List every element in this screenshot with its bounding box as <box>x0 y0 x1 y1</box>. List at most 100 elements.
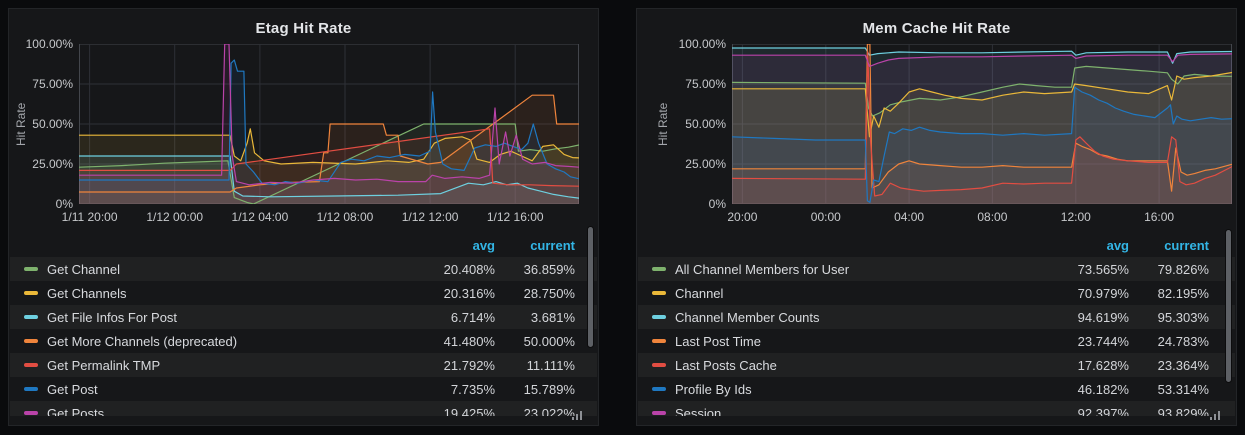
series-avg-value: 23.744% <box>1077 333 1129 349</box>
legend-sort-current[interactable]: current <box>530 237 575 253</box>
series-label: Get More Channels (deprecated) <box>47 333 238 349</box>
series-label: Get File Infos For Post <box>47 309 178 325</box>
x-axis-tick: 1/12 00:00 <box>146 210 204 224</box>
series-current-value: 23.364% <box>1157 357 1209 373</box>
y-axis-tick: 75.00% <box>685 77 726 91</box>
series-current-value: 36.859% <box>523 261 575 277</box>
x-axis-tick: 1/12 12:00 <box>401 210 459 224</box>
series-label: All Channel Members for User <box>675 261 850 277</box>
legend-row[interactable]: Channel Member Counts 94.619% 95.303% <box>638 305 1235 329</box>
y-axis-tick: 50.00% <box>32 117 73 131</box>
series-color-swatch <box>24 411 38 415</box>
series-avg-value: 7.735% <box>450 381 495 397</box>
panel-resize-handle[interactable] <box>570 411 582 420</box>
series-label: Get Channels <box>47 285 127 301</box>
series-current-value: 95.303% <box>1157 309 1209 325</box>
series-label: Get Post <box>47 381 98 397</box>
series-color-swatch <box>24 363 38 367</box>
x-axis-tick: 04:00 <box>894 210 925 224</box>
series-avg-value: 94.619% <box>1077 309 1129 325</box>
x-axis-tick: 1/12 08:00 <box>316 210 374 224</box>
y-axis-tick: 25.00% <box>685 157 726 171</box>
x-axis-tick: 20:00 <box>727 210 758 224</box>
series-avg-value: 41.480% <box>443 333 495 349</box>
legend-row[interactable]: Get Post 7.735% 15.789% <box>10 377 597 401</box>
series-label: Profile By Ids <box>675 381 752 397</box>
series-label: Channel Member Counts <box>675 309 820 325</box>
series-label: Get Permalink TMP <box>47 357 161 373</box>
legend-sort-current[interactable]: current <box>1164 237 1209 253</box>
series-avg-value: 46.182% <box>1077 381 1129 397</box>
panel-mem-cache-hit-rate: Mem Cache Hit Rate Hit Rate 100.00% 75.0… <box>636 8 1237 426</box>
series-color-swatch <box>652 339 666 343</box>
y-axis-tick: 25.00% <box>32 157 73 171</box>
series-color-swatch <box>24 387 38 391</box>
time-series-chart[interactable] <box>732 44 1232 204</box>
x-axis: 1/11 20:00 1/12 00:00 1/12 04:00 1/12 08… <box>62 210 579 226</box>
y-axis-tick: 0% <box>708 197 726 211</box>
series-color-swatch <box>652 387 666 391</box>
legend-row[interactable]: Profile By Ids 46.182% 53.314% <box>638 377 1235 401</box>
time-series-chart[interactable] <box>79 44 579 204</box>
legend-table: avg current Get Channel 20.408% 36.859% … <box>10 233 597 416</box>
panel-title[interactable]: Etag Hit Rate <box>255 20 352 37</box>
series-color-swatch <box>652 363 666 367</box>
legend-row[interactable]: Get Channel 20.408% 36.859% <box>10 257 597 281</box>
series-current-value: 23.022% <box>523 405 575 417</box>
y-axis-tick: 0% <box>55 197 73 211</box>
x-axis-tick: 12:00 <box>1060 210 1091 224</box>
series-label: Last Post Time <box>675 333 761 349</box>
series-current-value: 15.789% <box>523 381 575 397</box>
panel-resize-handle[interactable] <box>1208 411 1220 420</box>
legend-row[interactable]: Session 92.397% 93.829% <box>638 401 1235 416</box>
series-current-value: 24.783% <box>1157 333 1209 349</box>
series-current-value: 53.314% <box>1157 381 1209 397</box>
series-label: Get Channel <box>47 261 120 277</box>
series-color-swatch <box>652 291 666 295</box>
series-current-value: 50.000% <box>523 333 575 349</box>
legend-row[interactable]: Get More Channels (deprecated) 41.480% 5… <box>10 329 597 353</box>
series-current-value: 93.829% <box>1157 405 1209 417</box>
legend-row[interactable]: Get Posts 19.425% 23.022% <box>10 401 597 416</box>
panel-title[interactable]: Mem Cache Hit Rate <box>862 20 1011 37</box>
legend-row[interactable]: Last Posts Cache 17.628% 23.364% <box>638 353 1235 377</box>
legend-row[interactable]: Channel 70.979% 82.195% <box>638 281 1235 305</box>
series-current-value: 28.750% <box>523 285 575 301</box>
series-label: Get Posts <box>47 405 105 417</box>
series-avg-value: 6.714% <box>450 309 495 325</box>
legend-row[interactable]: Get Permalink TMP 21.792% 11.111% <box>10 353 597 377</box>
series-current-value: 82.195% <box>1157 285 1209 301</box>
series-color-swatch <box>24 339 38 343</box>
series-label: Session <box>675 405 722 417</box>
y-axis-tick: 75.00% <box>32 77 73 91</box>
legend-row[interactable]: Last Post Time 23.744% 24.783% <box>638 329 1235 353</box>
x-axis-tick: 1/12 04:00 <box>231 210 289 224</box>
series-color-swatch <box>24 267 38 271</box>
series-current-value: 79.826% <box>1157 261 1209 277</box>
legend-row[interactable]: Get File Infos For Post 6.714% 3.681% <box>10 305 597 329</box>
series-label: Channel <box>675 285 724 301</box>
legend-header: avg current <box>638 233 1235 257</box>
x-axis-tick: 1/11 20:00 <box>61 210 118 224</box>
series-avg-value: 20.408% <box>443 261 495 277</box>
legend-sort-avg[interactable]: avg <box>472 237 495 253</box>
legend-table: avg current All Channel Members for User… <box>638 233 1235 416</box>
panel-etag-hit-rate: Etag Hit Rate Hit Rate 100.00% 75.00% 50… <box>8 8 599 426</box>
legend-sort-avg[interactable]: avg <box>1106 237 1129 253</box>
y-axis-tick: 100.00% <box>25 37 73 51</box>
legend-scrollbar[interactable] <box>1225 229 1232 383</box>
x-axis-tick: 00:00 <box>810 210 841 224</box>
series-avg-value: 92.397% <box>1077 405 1129 417</box>
series-color-swatch <box>24 291 38 295</box>
y-axis-tick: 100.00% <box>678 37 726 51</box>
series-current-value: 11.111% <box>526 357 575 373</box>
legend-header: avg current <box>10 233 597 257</box>
legend-row[interactable]: Get Channels 20.316% 28.750% <box>10 281 597 305</box>
series-avg-value: 20.316% <box>443 285 495 301</box>
series-color-swatch <box>652 315 666 319</box>
series-color-swatch <box>652 411 666 415</box>
x-axis-tick: 1/12 16:00 <box>486 210 544 224</box>
series-avg-value: 17.628% <box>1077 357 1129 373</box>
legend-scrollbar[interactable] <box>587 226 594 348</box>
legend-row[interactable]: All Channel Members for User 73.565% 79.… <box>638 257 1235 281</box>
